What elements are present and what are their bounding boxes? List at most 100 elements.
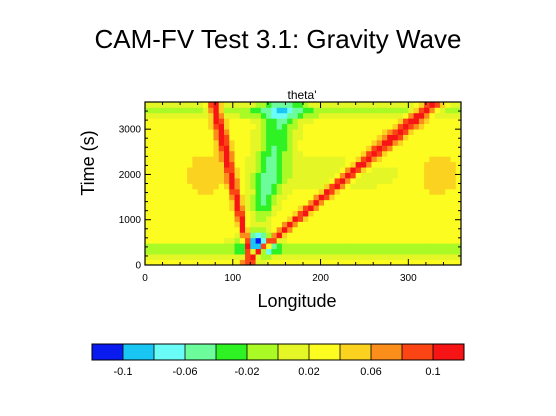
heatmap-cell xyxy=(166,226,172,233)
heatmap-cell xyxy=(224,194,230,201)
heatmap-cell xyxy=(308,140,314,146)
heatmap-cell xyxy=(250,221,256,228)
heatmap-cell xyxy=(197,118,204,125)
heatmap-cell xyxy=(166,210,172,217)
heatmap-cell xyxy=(155,129,162,135)
heatmap-cell xyxy=(197,129,204,135)
heatmap-cell xyxy=(424,107,430,114)
heatmap-cell xyxy=(376,226,383,233)
heatmap-cell xyxy=(455,172,462,179)
heatmap-cell xyxy=(403,243,409,250)
heatmap-cell xyxy=(239,140,246,146)
heatmap-cell xyxy=(355,226,362,233)
heatmap-cell xyxy=(345,134,351,141)
heatmap-cell xyxy=(281,150,288,157)
heatmap-cell xyxy=(181,183,188,190)
heatmap-cell xyxy=(166,102,172,108)
heatmap-cell xyxy=(455,134,462,141)
heatmap-cell xyxy=(276,188,283,195)
heatmap-cell xyxy=(450,237,457,244)
heatmap-cell xyxy=(239,161,246,168)
heatmap-cell xyxy=(208,150,214,157)
heatmap-cell xyxy=(192,188,199,195)
heatmap-cell xyxy=(418,243,425,250)
heatmap-cell xyxy=(455,112,462,119)
heatmap-cell xyxy=(355,205,362,212)
heatmap-cell xyxy=(318,194,325,201)
heatmap-cell xyxy=(281,129,288,135)
heatmap-cell xyxy=(155,123,162,130)
heatmap-cell xyxy=(297,150,304,157)
heatmap-cell xyxy=(202,172,209,179)
heatmap-cell xyxy=(350,254,357,260)
heatmap-cell xyxy=(445,140,451,146)
heatmap-cell xyxy=(150,188,156,195)
heatmap-cell xyxy=(413,145,420,152)
heatmap-cell xyxy=(345,161,351,168)
heatmap-cell xyxy=(218,167,225,173)
heatmap-cell xyxy=(303,161,309,168)
heatmap-cell xyxy=(276,183,283,190)
heatmap-cell xyxy=(408,210,414,217)
heatmap-cell xyxy=(276,194,283,201)
heatmap-cell xyxy=(160,156,167,163)
heatmap-cell xyxy=(308,134,314,141)
heatmap-cell xyxy=(297,210,304,217)
heatmap-cell xyxy=(160,248,167,255)
heatmap-cell xyxy=(239,221,246,228)
heatmap-cell xyxy=(197,140,204,146)
heatmap-cell xyxy=(366,118,372,125)
heatmap-cell xyxy=(408,254,414,260)
heatmap-cell xyxy=(213,226,220,233)
heatmap-cell xyxy=(403,161,409,168)
heatmap-cell xyxy=(145,254,151,260)
heatmap-cell xyxy=(350,172,357,179)
heatmap-cell xyxy=(245,194,251,201)
heatmap-cell xyxy=(403,226,409,233)
heatmap-cell xyxy=(360,237,367,244)
heatmap-cell xyxy=(245,118,251,125)
heatmap-cell xyxy=(155,183,162,190)
heatmap-cell xyxy=(192,156,199,163)
heatmap-cell xyxy=(334,194,341,201)
heatmap-cell xyxy=(245,178,251,184)
heatmap-cell xyxy=(403,221,409,228)
heatmap-cell xyxy=(303,112,309,119)
heatmap-cell xyxy=(239,183,246,190)
heatmap-cell xyxy=(218,243,225,250)
heatmap-cell xyxy=(239,243,246,250)
heatmap-cell xyxy=(250,194,256,201)
heatmap-cell xyxy=(360,118,367,125)
heatmap-cell xyxy=(429,118,436,125)
heatmap-cell xyxy=(345,226,351,233)
heatmap-cell xyxy=(324,102,330,108)
heatmap-cell xyxy=(234,226,241,233)
heatmap-cell xyxy=(292,210,299,217)
heatmap-cell xyxy=(260,140,267,146)
heatmap-cell xyxy=(418,123,425,130)
heatmap-cell xyxy=(266,259,272,266)
heatmap-cell xyxy=(218,188,225,195)
heatmap-cell xyxy=(239,254,246,260)
heatmap-cell xyxy=(366,205,372,212)
heatmap-cell xyxy=(287,194,293,201)
heatmap-cell xyxy=(408,129,414,135)
heatmap-cell xyxy=(281,167,288,173)
heatmap-cell xyxy=(150,210,156,217)
heatmap-cell xyxy=(387,199,393,206)
heatmap-cell xyxy=(218,205,225,212)
heatmap-cell xyxy=(224,183,230,190)
heatmap-cell xyxy=(276,221,283,228)
heatmap-cell xyxy=(324,112,330,119)
heatmap-cell xyxy=(355,145,362,152)
heatmap-cell xyxy=(403,188,409,195)
heatmap-cell xyxy=(313,226,320,233)
heatmap-cell xyxy=(297,107,304,114)
heatmap-cell xyxy=(408,134,414,141)
heatmap-cell xyxy=(418,150,425,157)
heatmap-cell xyxy=(313,194,320,201)
heatmap-cell xyxy=(397,183,404,190)
heatmap-cell xyxy=(413,161,420,168)
heatmap-cell xyxy=(329,107,335,114)
heatmap-cell xyxy=(176,199,183,206)
